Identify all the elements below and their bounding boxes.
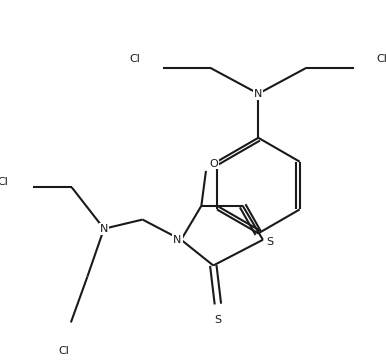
Text: Cl: Cl (129, 54, 140, 64)
Text: N: N (173, 235, 182, 245)
Text: Cl: Cl (377, 54, 386, 64)
Text: Cl: Cl (58, 346, 69, 356)
Text: N: N (254, 89, 262, 99)
Text: S: S (214, 315, 222, 325)
Text: S: S (267, 237, 274, 246)
Text: Cl: Cl (0, 177, 8, 187)
Text: N: N (100, 224, 108, 234)
Text: O: O (210, 158, 218, 169)
